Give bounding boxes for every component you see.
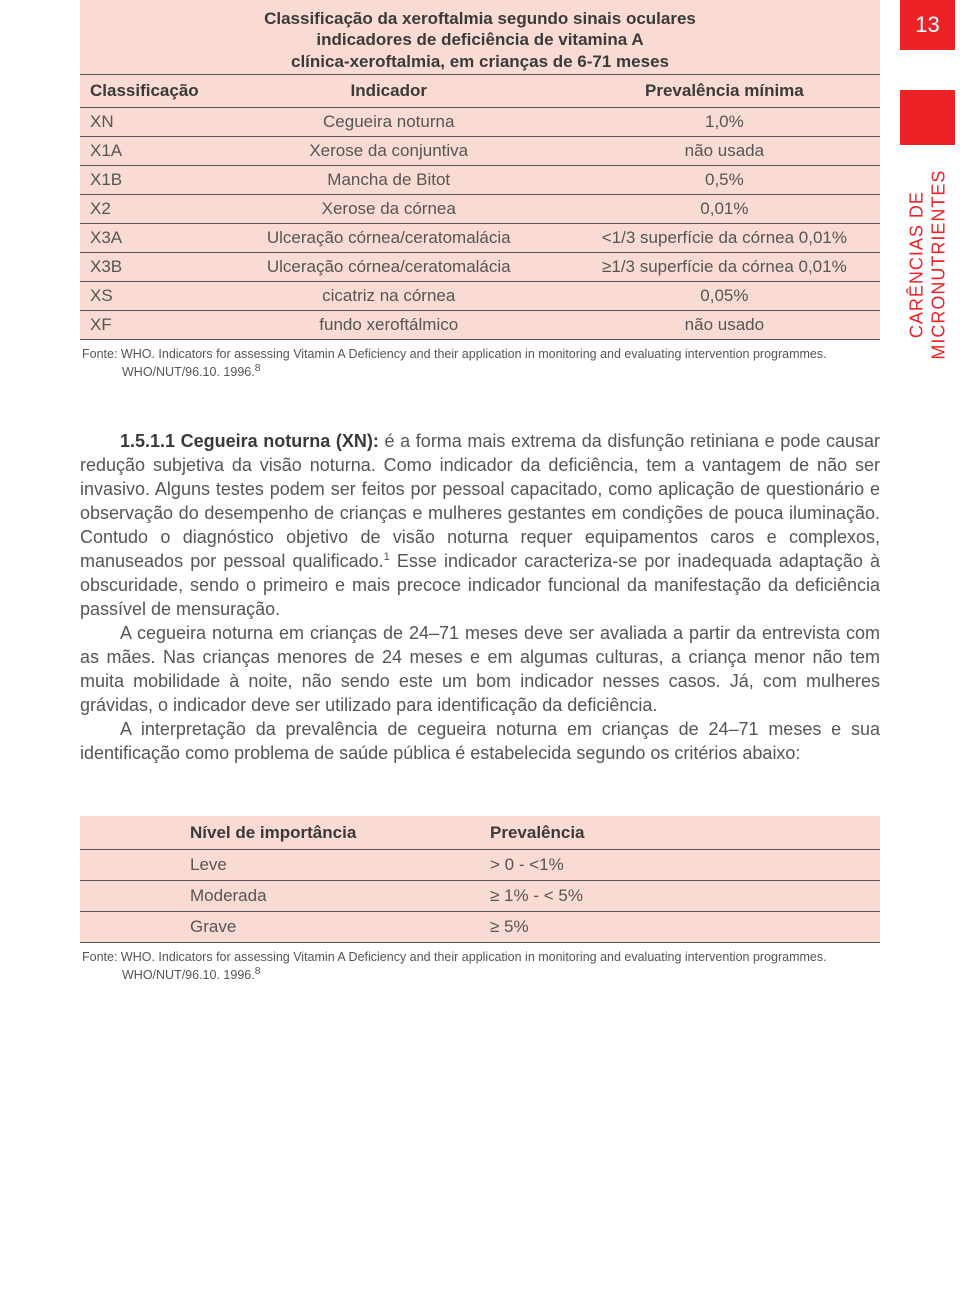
table-row: Moderada≥ 1% - < 5% xyxy=(80,880,880,911)
importance-table-wrap: Nível de importância Prevalência Leve> 0… xyxy=(80,816,880,984)
table-row: XScicatriz na córnea0,05% xyxy=(80,281,880,310)
section-vertical-label: CARÊNCIAS DEMICRONUTRIENTES xyxy=(900,155,955,375)
vertical-label-text: CARÊNCIAS DEMICRONUTRIENTES xyxy=(906,170,949,360)
paragraph-2: A cegueira noturna em crianças de 24–71 … xyxy=(80,622,880,718)
paragraph-3: A interpretação da prevalência de ceguei… xyxy=(80,718,880,766)
table-row: X3BUlceração córnea/ceratomalácia≥1/3 su… xyxy=(80,252,880,281)
source-prefix: Fonte: WHO. xyxy=(82,347,158,361)
body-text: 1.5.1.1 Cegueira noturna (XN): é a forma… xyxy=(80,430,880,765)
source-sup: 8 xyxy=(255,363,261,374)
table-row: X1BMancha de Bitot0,5% xyxy=(80,165,880,194)
classification-table: Classificação da xeroftalmia segundo sin… xyxy=(80,0,880,340)
table2-source-note: Fonte: WHO. Indicators for assessing Vit… xyxy=(80,949,880,984)
col-header-prevalencia2: Prevalência xyxy=(480,816,880,850)
table-row: Leve> 0 - <1% xyxy=(80,849,880,880)
table-title-line2: indicadores de deficiência de vitamina A xyxy=(316,30,643,49)
side-accent-box xyxy=(900,90,955,145)
paragraph-1: 1.5.1.1 Cegueira noturna (XN): é a forma… xyxy=(80,430,880,622)
top-region: 13 CARÊNCIAS DEMICRONUTRIENTES Classific… xyxy=(80,0,880,380)
source-main: Indicators for assessing Vitamin A Defic… xyxy=(158,347,826,361)
source-line2: WHO/NUT/96.10. 1996. xyxy=(122,365,255,379)
page-number-badge: 13 xyxy=(900,0,955,50)
source-prefix-2: Fonte: WHO. xyxy=(82,950,158,964)
table1-body: XNCegueira noturna1,0% X1AXerose da conj… xyxy=(80,107,880,339)
table-title: Classificação da xeroftalmia segundo sin… xyxy=(80,0,880,74)
source-sup-2: 8 xyxy=(255,966,261,977)
col-header-indicador: Indicador xyxy=(209,74,569,107)
table-title-line3: clínica-xeroftalmia, em crianças de 6-71… xyxy=(291,52,669,71)
page-number: 13 xyxy=(915,12,939,38)
importance-table: Nível de importância Prevalência Leve> 0… xyxy=(80,816,880,943)
table-row: Grave≥ 5% xyxy=(80,911,880,942)
source-main-2: Indicators for assessing Vitamin A Defic… xyxy=(158,950,826,964)
table-title-line1: Classificação da xeroftalmia segundo sin… xyxy=(264,9,696,28)
table1-source-note: Fonte: WHO. Indicators for assessing Vit… xyxy=(80,346,880,381)
table-row: X3AUlceração córnea/ceratomalácia<1/3 su… xyxy=(80,223,880,252)
section-heading-inline: 1.5.1.1 Cegueira noturna (XN): xyxy=(120,431,379,451)
col-header-nivel: Nível de importância xyxy=(80,816,480,850)
table-row: X2Xerose da córnea0,01% xyxy=(80,194,880,223)
table-row: X1AXerose da conjuntivanão usada xyxy=(80,136,880,165)
table-row: XNCegueira noturna1,0% xyxy=(80,107,880,136)
col-header-prevalencia: Prevalência mínima xyxy=(569,74,880,107)
col-header-classificacao: Classificação xyxy=(80,74,209,107)
source-line2-2: WHO/NUT/96.10. 1996. xyxy=(122,968,255,982)
table-row: XFfundo xeroftálmiconão usado xyxy=(80,310,880,339)
